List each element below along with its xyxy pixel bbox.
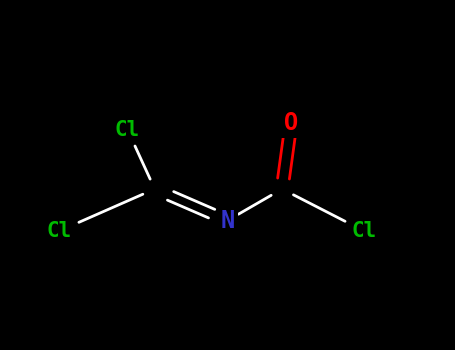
Text: N: N [220,209,235,232]
Text: Cl: Cl [351,221,377,241]
Text: Cl: Cl [115,119,140,140]
Text: Cl: Cl [46,221,72,241]
Text: O: O [284,111,298,134]
